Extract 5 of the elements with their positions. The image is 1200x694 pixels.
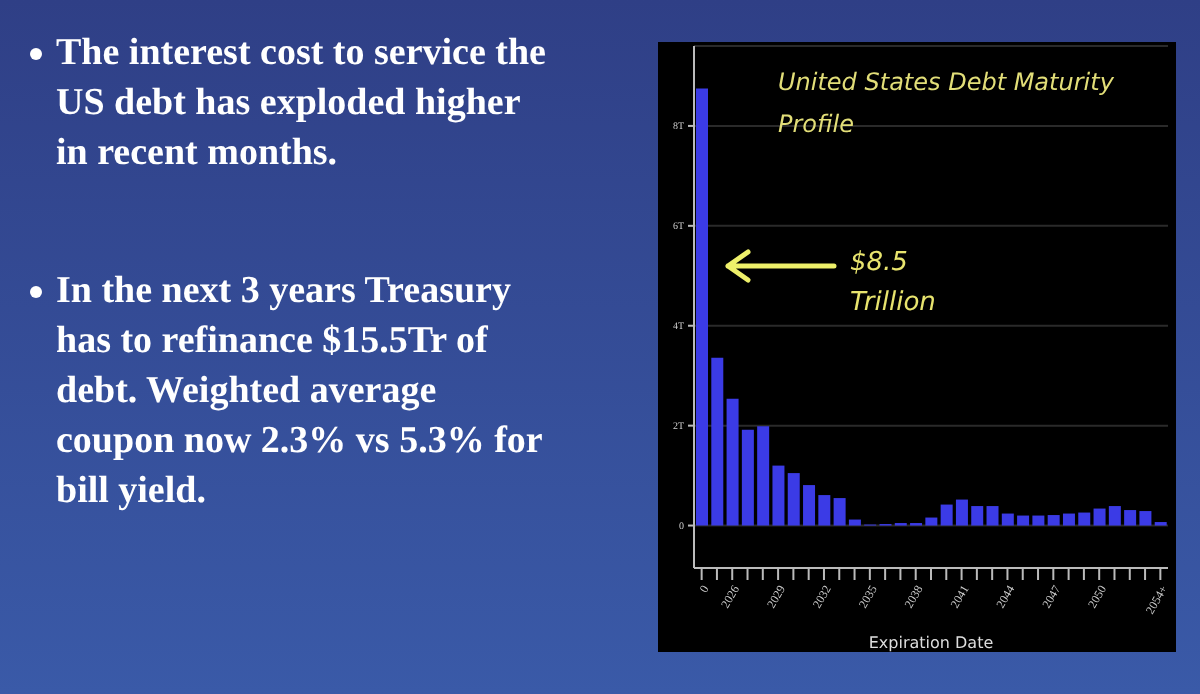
text: United States Debt Maturity Profile [778,66,1116,142]
text: In the next 3 years Treasury has to refinance $15.5Tr of debt. Weighted average coupon now 2.3% vs 5.3% for bill yield. [56,268,544,516]
text: The interest cost to service the US debt has exploded higher in recent months. [56,30,548,178]
x-axis-title: Expiration Date [868,634,994,652]
annotation: $8.5 Trillion [850,246,938,322]
